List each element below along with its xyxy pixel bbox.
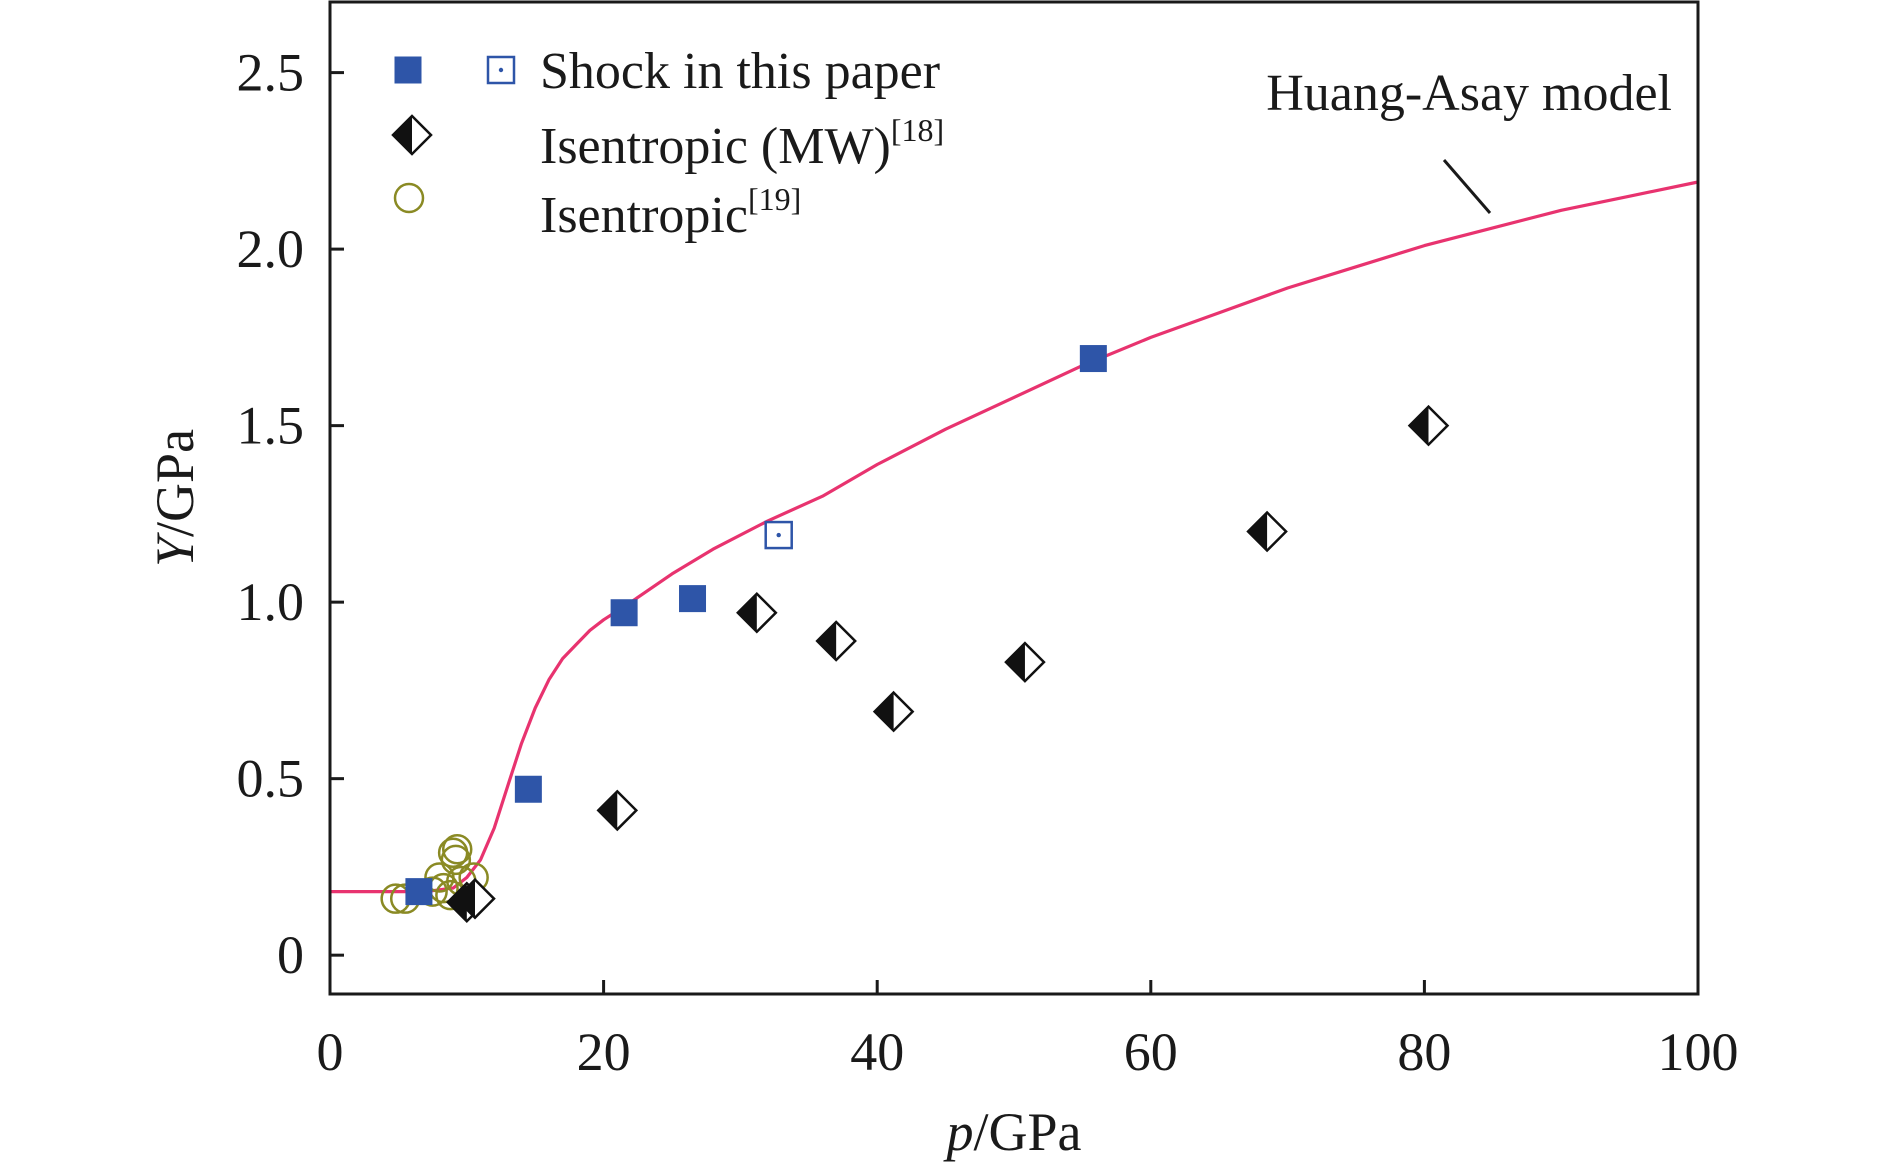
open-square-center-dot	[776, 532, 781, 538]
y-tick-label: 0	[277, 925, 304, 985]
y-tick-label: 1.5	[237, 396, 305, 456]
isentropic-mw-data-point	[815, 620, 857, 662]
isentropic-data-point	[441, 834, 473, 865]
annotation-huang-asay-model: Huang-Asay model	[1266, 65, 1672, 122]
legend-marker-shock-filled	[394, 56, 422, 84]
diamond-filled-half	[1409, 406, 1429, 445]
y-tick-label: 2.0	[237, 219, 305, 279]
diamond-filled-half	[1248, 512, 1268, 551]
data-points-layer	[380, 345, 1450, 923]
isentropic-mw-data-point	[454, 877, 496, 920]
isentropic-mw-data-point	[872, 690, 915, 733]
diamond-filled-half	[874, 692, 894, 731]
y-axis-title-unit: /GPa	[145, 429, 205, 537]
legend-label-shock: Shock in this paper	[540, 43, 940, 100]
legend-marker-isentropic-mw	[391, 114, 433, 156]
legend-label-isentropic-ref: [19]	[748, 181, 801, 217]
shock-data-point	[514, 775, 542, 803]
legend-marker-shock-open	[486, 55, 516, 85]
shock-data-point	[679, 585, 707, 613]
annotation-layer: Huang-Asay model	[1266, 65, 1672, 214]
y-tick-label: 2.5	[237, 43, 305, 103]
x-tick-label: 100	[1658, 1022, 1739, 1082]
isentropic-mw-data-point	[1407, 404, 1450, 447]
shock-data-point	[1079, 345, 1107, 373]
shock-open-data-point	[764, 520, 793, 550]
y-tick-label: 1.0	[237, 572, 305, 632]
x-tick-label: 0	[317, 1022, 344, 1082]
x-tick-label: 20	[577, 1022, 631, 1082]
y-axis-title: Y/GPa	[145, 429, 205, 567]
diamond-filled-half	[1005, 643, 1025, 682]
open-square-center-dot	[498, 67, 504, 73]
diamond-filled-half	[456, 879, 476, 918]
isentropic-data-point	[440, 844, 472, 876]
isentropic-mw-data-point	[736, 591, 778, 634]
x-axis-title: p/GPa	[943, 1102, 1082, 1162]
isentropic-mw-data-point	[1246, 510, 1288, 553]
legend-label-isentropic-text: Isentropic	[540, 187, 748, 244]
x-axis-title-symbol: p	[943, 1102, 974, 1162]
isentropic-mw-data-point	[596, 789, 639, 832]
diamond-filled-half	[598, 791, 618, 830]
y-axis-title-symbol: Y	[145, 532, 205, 567]
legend-label-isentropic-mw-ref: [18]	[891, 112, 944, 148]
shock-data-point	[610, 599, 638, 627]
legend-label-isentropic-mw: Isentropic (MW)[18]	[540, 112, 944, 175]
legend-label-isentropic-mw-text: Isentropic (MW)	[540, 118, 891, 175]
x-tick-label: 40	[850, 1022, 904, 1082]
isentropic-mw-data-point	[1004, 641, 1046, 683]
model-curve-layer	[330, 180, 1699, 894]
legend-marker-isentropic	[393, 182, 425, 214]
legend-label-isentropic: Isentropic[19]	[540, 181, 801, 244]
diamond-filled-half	[817, 621, 837, 660]
shock-data-point	[405, 878, 433, 906]
plot-frame	[328, 0, 1700, 996]
y-tick-label: 0.5	[237, 749, 305, 809]
diamond-filled-half	[393, 116, 412, 154]
diamond-filled-half	[737, 593, 757, 632]
annotation-leader-line	[1442, 159, 1492, 214]
huang-asay-model-curve	[330, 180, 1699, 894]
x-tick-label: 80	[1397, 1022, 1451, 1082]
x-tick-label: 60	[1124, 1022, 1178, 1082]
x-axis-title-unit: /GPa	[974, 1102, 1082, 1162]
